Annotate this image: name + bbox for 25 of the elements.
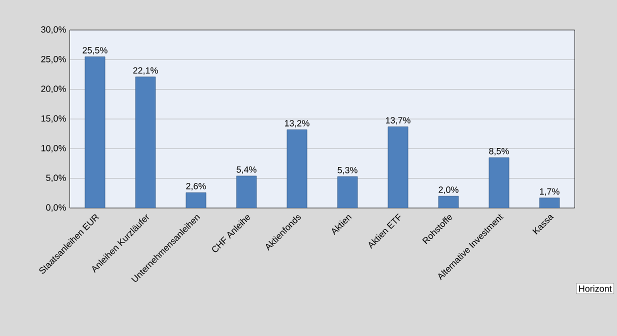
- bar: [236, 176, 257, 208]
- y-tick-label: 0,0%: [46, 204, 66, 212]
- data-label: 8,5%: [489, 148, 509, 156]
- data-label: 22,1%: [133, 67, 158, 75]
- bar: [488, 157, 510, 208]
- bar: [337, 176, 358, 208]
- y-tick-label: 15,0%: [41, 115, 66, 123]
- data-label: 2,6%: [186, 182, 206, 190]
- bar: [84, 56, 106, 208]
- data-label: 13,7%: [386, 117, 410, 125]
- y-tick-label: 10,0%: [41, 144, 66, 152]
- data-label: 13,2%: [284, 120, 310, 128]
- data-label: 2,0%: [438, 186, 458, 194]
- text: Horizont: [579, 285, 612, 292]
- data-label: 5,3%: [338, 166, 358, 174]
- data-label: 25,5%: [82, 47, 108, 54]
- y-tick-label: 5,0%: [46, 174, 66, 182]
- bar: [135, 76, 156, 208]
- y-tick-label: 30,0%: [41, 26, 66, 34]
- y-tick-label: 20,0%: [41, 86, 66, 94]
- data-label: 1,7%: [540, 188, 560, 196]
- bar: [388, 126, 408, 208]
- y-tick-label: 25,0%: [41, 56, 66, 64]
- bar: [286, 129, 308, 208]
- data-label: 5,4%: [236, 166, 256, 174]
